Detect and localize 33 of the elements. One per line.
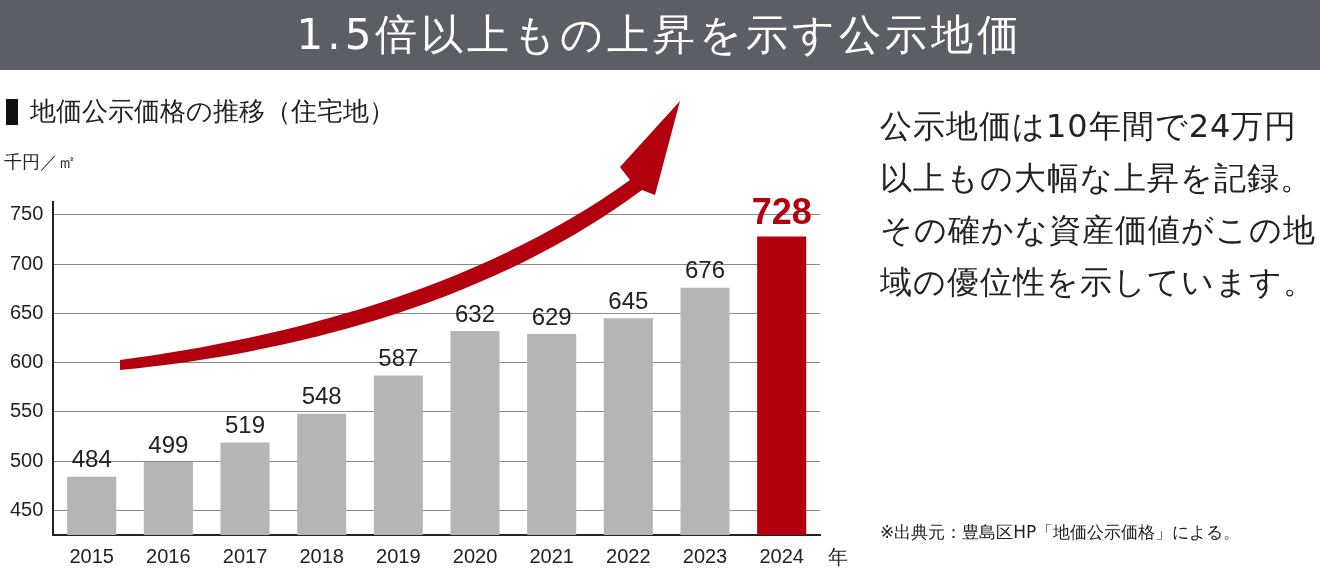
data-label: 519 xyxy=(225,411,266,439)
x-tick-label: 2016 xyxy=(146,544,191,567)
x-tick-label: 2017 xyxy=(222,544,268,567)
y-tick-label: 700 xyxy=(9,251,44,274)
text: 公示地価は10年間で24万円以上もの大幅な上昇を記録。その確かな資産価値がこの地域の優位性を示しています。 xyxy=(880,106,1317,303)
y-tick-label: 750 xyxy=(9,202,44,225)
data-label: 645 xyxy=(608,286,649,314)
data-label: 499 xyxy=(148,430,189,458)
data-label: 629 xyxy=(531,302,572,330)
data-label: 548 xyxy=(301,382,342,410)
data-label: 676 xyxy=(684,256,726,284)
y-axis-title: 千円／㎡ xyxy=(4,150,76,174)
x-tick-label: 2023 xyxy=(682,544,728,567)
data-label: 632 xyxy=(454,299,496,327)
x-tick-label: 2024 xyxy=(759,544,804,567)
chart-subtitle: 地価公示価格の推移（住宅地） xyxy=(30,95,395,128)
x-tick-label: 2020 xyxy=(452,544,498,567)
y-tick-label: 650 xyxy=(9,300,44,323)
x-tick-label: 2022 xyxy=(606,544,651,567)
x-tick-label: 2019 xyxy=(376,544,421,567)
text: ※出典元：豊島区HP「地価公示価格」による。 xyxy=(880,521,1242,544)
data-label: 587 xyxy=(378,344,419,372)
chart-title: 1.5倍以上もの上昇を示す公示地価 xyxy=(0,0,1320,70)
y-tick-label: 550 xyxy=(9,399,44,422)
x-tick-label: 2018 xyxy=(299,544,344,567)
y-tick-label: 450 xyxy=(9,497,44,520)
x-tick-label: 2015 xyxy=(69,544,114,567)
y-tick-label: 500 xyxy=(9,448,44,471)
data-label: 484 xyxy=(71,445,112,473)
x-axis-title: 年 xyxy=(828,545,848,570)
y-tick-label: 600 xyxy=(9,350,44,373)
data-label: 728 xyxy=(751,191,812,233)
x-tick-label: 2021 xyxy=(529,544,574,567)
